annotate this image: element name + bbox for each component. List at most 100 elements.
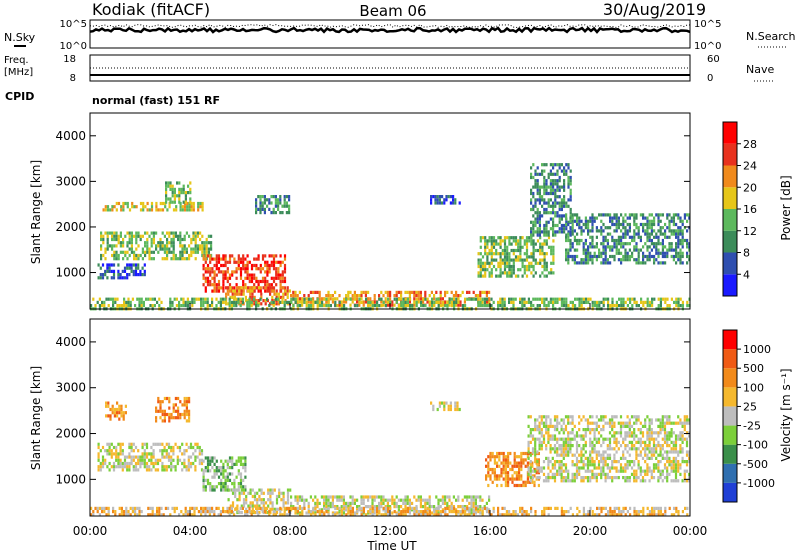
velocity-cell: [567, 444, 570, 448]
power-cell: [508, 252, 511, 256]
velocity-cell: [156, 510, 159, 514]
velocity-cell: [222, 462, 225, 466]
power-cell: [106, 263, 109, 267]
power-cell: [659, 226, 662, 230]
power-cell: [490, 236, 493, 240]
velocity-cell: [652, 437, 656, 441]
velocity-cell: [107, 404, 110, 408]
power-cell: [175, 208, 178, 212]
power-cell: [558, 217, 561, 221]
power-cell: [130, 250, 133, 254]
power-cell: [178, 187, 181, 191]
velocity-cell: [165, 455, 168, 459]
power-cell: [130, 244, 133, 248]
power-cell: [490, 258, 493, 262]
velocity-cell: [641, 469, 645, 473]
power-cell: [173, 197, 176, 201]
velocity-cell: [668, 421, 671, 425]
power-cell: [578, 297, 581, 301]
power-cell: [129, 304, 132, 308]
velocity-cell: [402, 501, 405, 505]
power-cell: [246, 270, 249, 274]
velocity-cell: [534, 444, 537, 448]
velocity-cell: [158, 506, 161, 510]
power-cell: [180, 187, 183, 191]
velocity-cell: [224, 488, 227, 492]
power-cell: [549, 179, 552, 183]
power-cell: [255, 276, 258, 280]
power-cell: [286, 286, 289, 290]
velocity-cell: [138, 506, 141, 510]
velocity-cell: [217, 482, 221, 486]
power-cell: [519, 268, 522, 272]
velocity-cell: [456, 404, 459, 408]
power-cell: [541, 258, 544, 262]
velocity-cell: [155, 406, 158, 410]
velocity-cell: [597, 460, 601, 464]
velocity-cell: [591, 469, 594, 473]
velocity-cell: [121, 449, 124, 453]
power-cell: [199, 244, 202, 248]
power-cell: [186, 201, 189, 206]
power-cell: [620, 229, 623, 233]
power-cell: [492, 236, 496, 240]
power-cell: [206, 279, 210, 284]
power-cell: [272, 263, 276, 268]
velocity-cell: [240, 510, 243, 515]
velocity-cell: [375, 495, 378, 499]
power-cell: [303, 294, 306, 298]
velocity-cell: [206, 459, 210, 463]
power-cell: [679, 229, 682, 233]
power-cell: [512, 239, 515, 243]
power-cell: [455, 294, 458, 298]
power-cell: [225, 292, 228, 296]
velocity-cell: [502, 455, 505, 459]
velocity-cell: [531, 464, 534, 468]
velocity-cell: [215, 485, 218, 489]
velocity-cell: [571, 472, 574, 476]
power-cell: [106, 244, 109, 248]
power-cell: [158, 304, 161, 308]
velocity-cell: [560, 428, 563, 432]
power-cell: [547, 175, 550, 180]
power-cell: [681, 261, 684, 265]
power-cell: [318, 297, 321, 301]
power-cell: [479, 271, 482, 275]
power-cell: [192, 231, 195, 235]
velocity-cell: [672, 456, 675, 460]
velocity-cell: [595, 453, 598, 457]
velocity-cell: [674, 460, 678, 464]
power-cell: [115, 257, 118, 261]
power-cell: [481, 304, 484, 308]
velocity-cell: [668, 460, 671, 464]
power-cell: [554, 223, 557, 228]
velocity-cell: [115, 445, 118, 450]
power-cell: [364, 294, 367, 298]
power-cell: [283, 198, 286, 202]
velocity-cell: [580, 450, 583, 454]
power-cell: [512, 297, 515, 301]
power-cell: [115, 250, 118, 254]
power-cell: [165, 184, 168, 188]
power-cell: [264, 276, 267, 280]
power-cell: [206, 263, 210, 268]
velocity-cell: [176, 445, 179, 450]
power-cell: [165, 200, 168, 204]
power-cell: [201, 208, 204, 212]
power-cell: [104, 269, 107, 273]
velocity-cell: [202, 475, 205, 479]
velocity-cell: [617, 447, 620, 451]
velocity-cell: [141, 445, 144, 450]
power-cell: [633, 258, 636, 262]
power-cell: [155, 247, 158, 251]
power-cell: [261, 204, 264, 208]
velocity-cell: [547, 437, 550, 441]
power-cell: [438, 198, 441, 202]
power-cell: [367, 297, 370, 301]
power-cell: [270, 254, 273, 258]
power-cell: [126, 266, 129, 270]
power-cell: [573, 229, 576, 233]
velocity-cell: [239, 459, 243, 463]
noise-sky-label: N.Sky: [4, 31, 36, 44]
power-cell: [686, 245, 689, 249]
